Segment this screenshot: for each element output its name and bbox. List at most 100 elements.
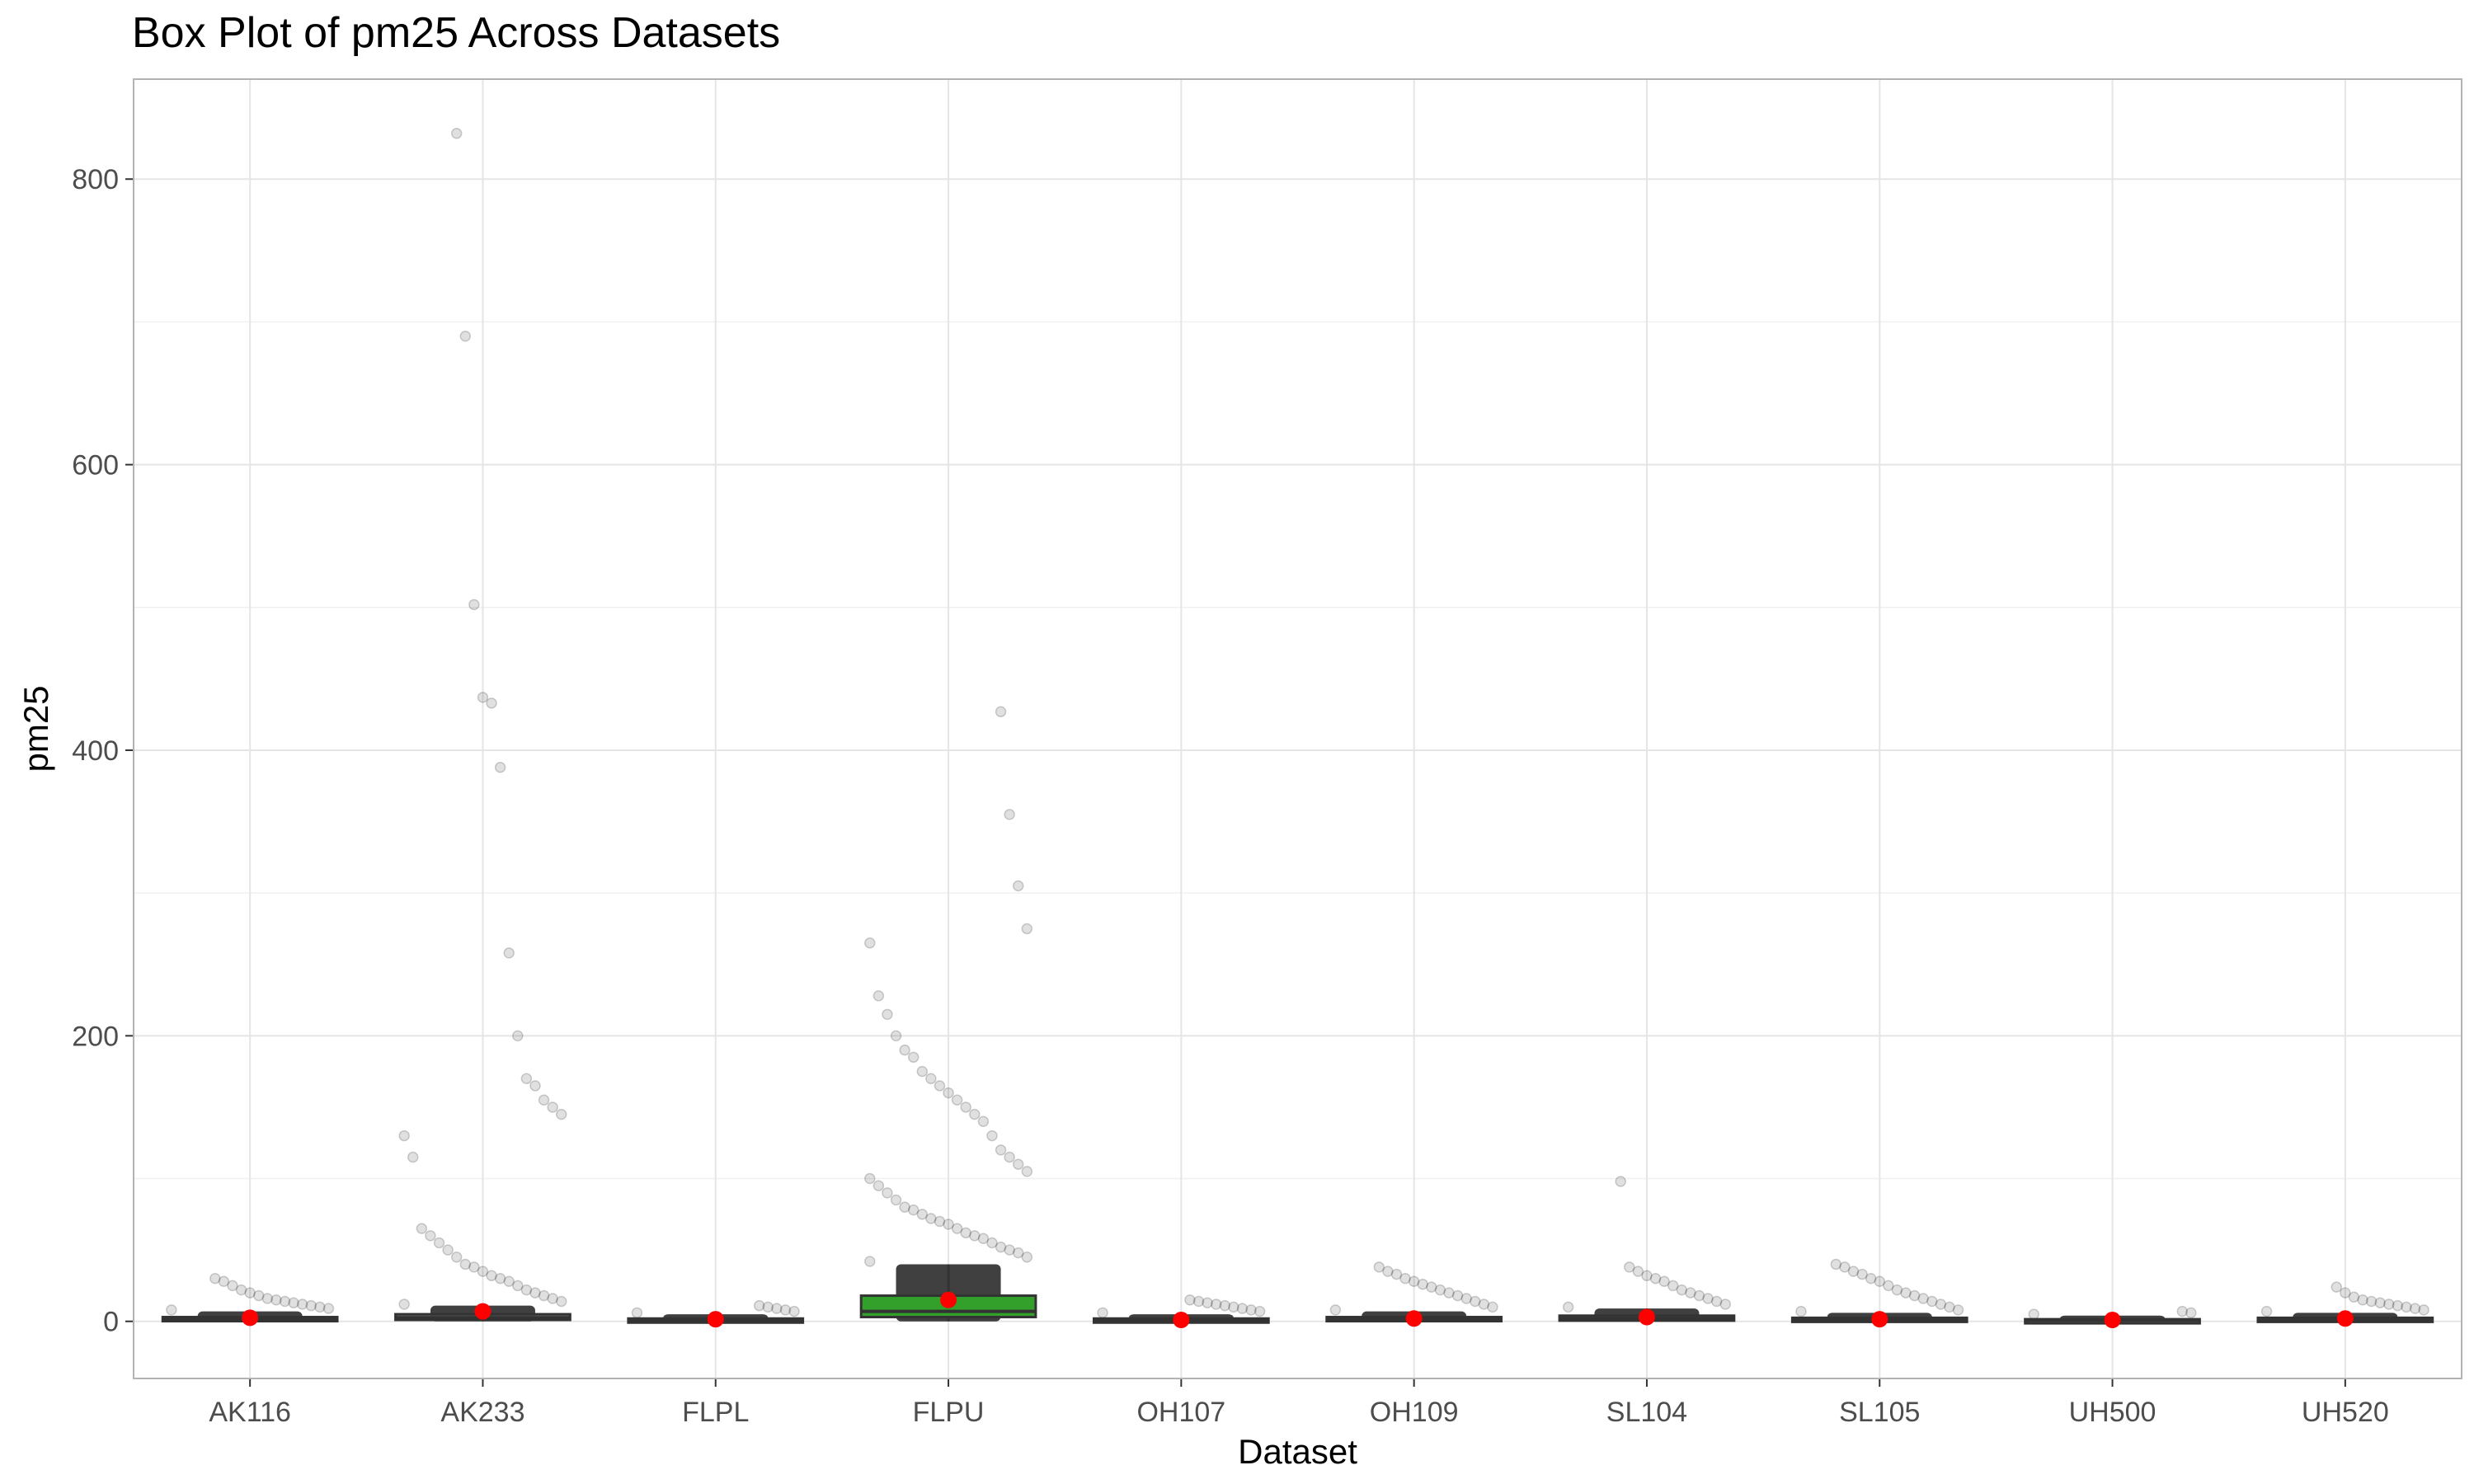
axis-layer: 0 200 400 600 800 AK116 AK233 FLPL FLPU OH107 OH10…: [72, 164, 2389, 1428]
outlier-point: [433, 1237, 445, 1249]
outlier-point: [486, 1270, 497, 1282]
outlier-point: [1012, 880, 1024, 892]
outlier-point: [916, 1209, 929, 1220]
y-tick-label: 400: [72, 735, 119, 767]
outlier-point: [762, 1301, 774, 1313]
outlier-point: [631, 1307, 643, 1319]
outlier-point: [529, 1080, 541, 1092]
outlier-point: [1676, 1284, 1688, 1296]
outlier-point: [2418, 1304, 2429, 1316]
outlier-point: [2409, 1303, 2421, 1314]
outlier-point: [425, 1230, 436, 1242]
outlier-point: [547, 1101, 558, 1113]
outlier-point: [1192, 1295, 1205, 1308]
outlier-point: [1451, 1289, 1464, 1302]
outlier-point: [209, 1273, 221, 1284]
outlier-point: [442, 1244, 454, 1256]
outlier-point: [890, 1194, 902, 1206]
outlier-point: [882, 1187, 893, 1199]
box-uh520: [2256, 1281, 2434, 1327]
y-tick-label: 600: [72, 450, 119, 481]
outlier-point: [520, 1284, 533, 1296]
mean-point: [707, 1311, 724, 1328]
outlier-point: [1373, 1261, 1385, 1273]
outlier-point: [872, 1180, 885, 1191]
mean-point: [1638, 1308, 1655, 1326]
outlier-point: [1856, 1268, 1868, 1280]
box-uh500: [2024, 1305, 2201, 1328]
outlier-point: [468, 1261, 480, 1273]
outlier-point: [1097, 1307, 1108, 1319]
outlier-point: [2365, 1295, 2378, 1308]
mean-point: [2336, 1310, 2354, 1327]
outlier-point: [960, 1101, 971, 1113]
outlier-point: [1245, 1304, 1257, 1316]
outlier-point: [398, 1129, 410, 1142]
outlier-point: [1632, 1266, 1644, 1277]
outlier-point: [1399, 1273, 1411, 1284]
outlier-point: [529, 1287, 541, 1298]
outlier-point: [882, 1008, 893, 1021]
outlier-point: [977, 1115, 990, 1128]
outlier-point: [1470, 1295, 1481, 1308]
outlier-point: [1839, 1261, 1851, 1273]
outlier-point: [2185, 1307, 2197, 1319]
outlier-point: [1219, 1299, 1231, 1312]
outlier-point: [788, 1305, 800, 1317]
mean-point: [474, 1303, 492, 1320]
mean-point: [2104, 1311, 2121, 1328]
outlier-point: [943, 1219, 954, 1230]
x-tick-label: UH500: [2069, 1397, 2157, 1428]
box-ak116: [161, 1273, 339, 1327]
outlier-point: [899, 1201, 910, 1213]
outlier-point: [864, 1256, 876, 1267]
x-tick-label: FLPL: [682, 1397, 749, 1428]
outlier-point: [1830, 1258, 1842, 1270]
outlier-point: [2383, 1298, 2395, 1310]
outlier-point: [486, 697, 497, 709]
outlier-point: [1891, 1284, 1903, 1296]
outlier-point: [296, 1298, 308, 1310]
outlier-point: [450, 1252, 463, 1263]
outlier-point: [1012, 1247, 1024, 1259]
outlier-point: [943, 1087, 954, 1099]
outlier-point: [1228, 1301, 1239, 1313]
outlier-point: [1236, 1303, 1249, 1314]
outlier-point: [779, 1304, 792, 1316]
outlier-point: [166, 1304, 177, 1316]
outlier-point: [322, 1303, 335, 1314]
outlier-point: [1649, 1273, 1662, 1284]
outlier-point: [1615, 1176, 1626, 1187]
x-tick-label: SL104: [1606, 1397, 1687, 1428]
outlier-point: [1865, 1273, 1877, 1284]
outlier-point: [2176, 1305, 2188, 1317]
outlier-point: [1012, 1158, 1024, 1170]
outlier-point: [1935, 1298, 1947, 1310]
outlier-point: [1847, 1266, 1860, 1277]
outlier-point: [227, 1280, 238, 1292]
outlier-point: [1021, 1252, 1033, 1263]
outlier-point: [1667, 1280, 1679, 1292]
outlier-point: [2331, 1281, 2343, 1293]
outlier-point: [1710, 1295, 1723, 1308]
box-oh107: [1092, 1294, 1270, 1328]
x-tick-label: OH107: [1136, 1397, 1225, 1428]
outlier-point: [916, 1065, 929, 1078]
outlier-point: [555, 1295, 567, 1308]
x-tick-label: AK233: [440, 1397, 524, 1428]
outlier-point: [1693, 1289, 1705, 1302]
outlier-point: [986, 1237, 998, 1249]
grid-layer: [134, 79, 2462, 1378]
x-tick-label: FLPU: [913, 1397, 985, 1428]
outlier-point: [2260, 1305, 2273, 1317]
outlier-point: [2357, 1294, 2368, 1306]
outlier-point: [314, 1301, 326, 1313]
outlier-point: [1944, 1301, 1955, 1313]
outlier-point: [1908, 1289, 1921, 1302]
outlier-point: [934, 1215, 946, 1228]
outlier-point: [305, 1299, 317, 1312]
outlier-point: [1004, 809, 1015, 820]
outlier-point: [244, 1287, 256, 1298]
outlier-point: [1202, 1297, 1213, 1308]
